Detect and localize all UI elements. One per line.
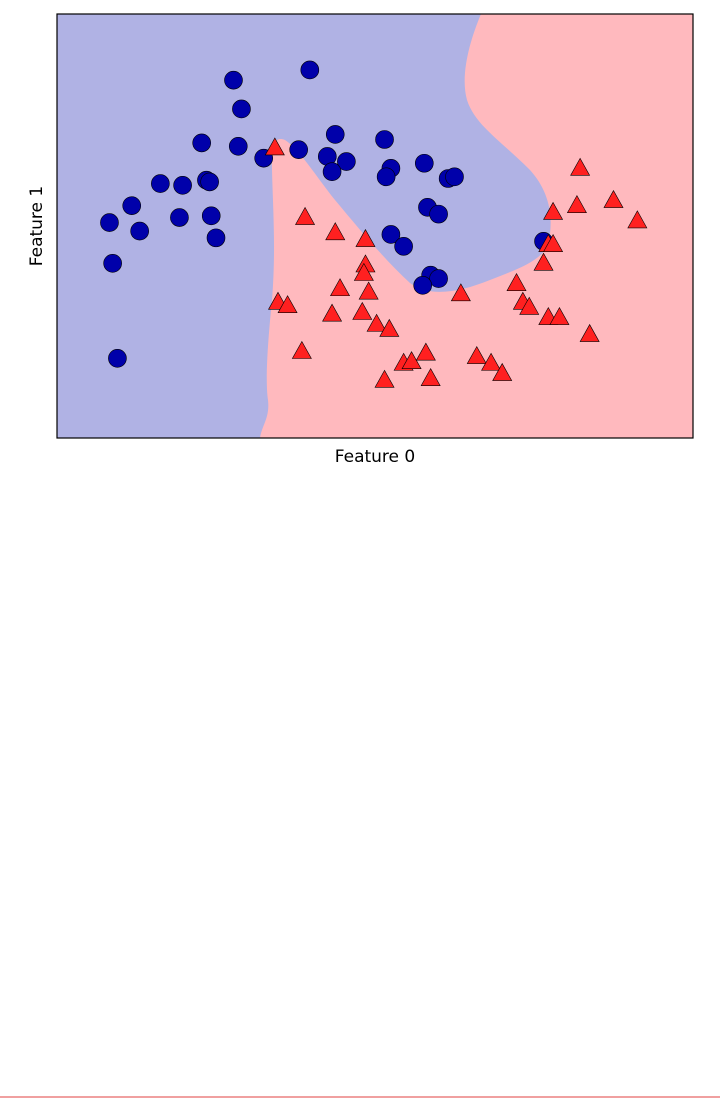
circle-point <box>413 276 433 295</box>
triangle-point <box>543 201 564 220</box>
circle-point <box>108 348 127 368</box>
triangle-point <box>277 295 298 314</box>
circle-point <box>445 167 464 187</box>
circle-point <box>322 162 342 182</box>
circle-point <box>337 152 356 171</box>
triangle-point <box>450 283 471 302</box>
plot-frame <box>56 13 694 439</box>
triangle-point <box>506 273 527 291</box>
x-axis-label: Feature 0 <box>335 447 415 467</box>
circle-point <box>206 228 226 248</box>
circle-point <box>300 60 320 80</box>
triangle-point <box>366 313 387 332</box>
triangle-point <box>603 189 624 208</box>
circle-point <box>429 269 448 288</box>
circle-point <box>122 196 142 215</box>
triangle-point <box>352 301 373 320</box>
y-axis-label: Feature 1 <box>27 186 47 266</box>
triangle-point <box>570 157 591 176</box>
triangle-point <box>492 362 513 381</box>
triangle-point <box>543 234 564 252</box>
triangle-point <box>330 278 351 297</box>
triangle-point <box>353 262 374 281</box>
triangle-point <box>322 303 343 322</box>
circle-point <box>228 136 248 156</box>
circle-point <box>130 221 149 241</box>
circle-point <box>414 153 434 173</box>
triangle-point <box>533 252 554 271</box>
circle-point <box>103 254 122 273</box>
circle-point <box>325 125 345 144</box>
triangle-point <box>627 210 648 229</box>
triangle-point <box>358 281 379 300</box>
triangle-point <box>579 323 600 342</box>
triangle-point <box>519 296 540 315</box>
circle-point <box>100 213 119 232</box>
triangle-point <box>295 206 316 225</box>
region-class-0 <box>57 14 551 438</box>
circle-point <box>376 167 396 187</box>
circle-point <box>289 140 308 159</box>
circle-point <box>375 130 394 149</box>
triangle-point <box>481 352 502 371</box>
circle-point <box>224 70 243 90</box>
triangle-point <box>379 318 400 337</box>
triangle-point <box>415 342 436 361</box>
circle-point <box>200 172 219 192</box>
triangle-point <box>466 345 487 364</box>
triangle-point <box>291 340 312 359</box>
circle-point <box>232 99 251 119</box>
triangle-point <box>325 222 346 241</box>
circle-point <box>381 225 401 244</box>
triangle-point <box>264 137 285 156</box>
triangle-point <box>566 195 587 213</box>
circle-point <box>170 208 189 227</box>
circle-point <box>151 174 170 193</box>
circle-point <box>173 175 192 195</box>
circle-point <box>192 133 211 153</box>
circle-point <box>201 206 221 226</box>
triangle-point <box>374 369 395 388</box>
triangle-point <box>549 306 570 325</box>
circle-point <box>394 237 413 256</box>
triangle-point <box>420 368 441 386</box>
circle-point <box>429 204 448 224</box>
triangle-point <box>355 228 376 247</box>
